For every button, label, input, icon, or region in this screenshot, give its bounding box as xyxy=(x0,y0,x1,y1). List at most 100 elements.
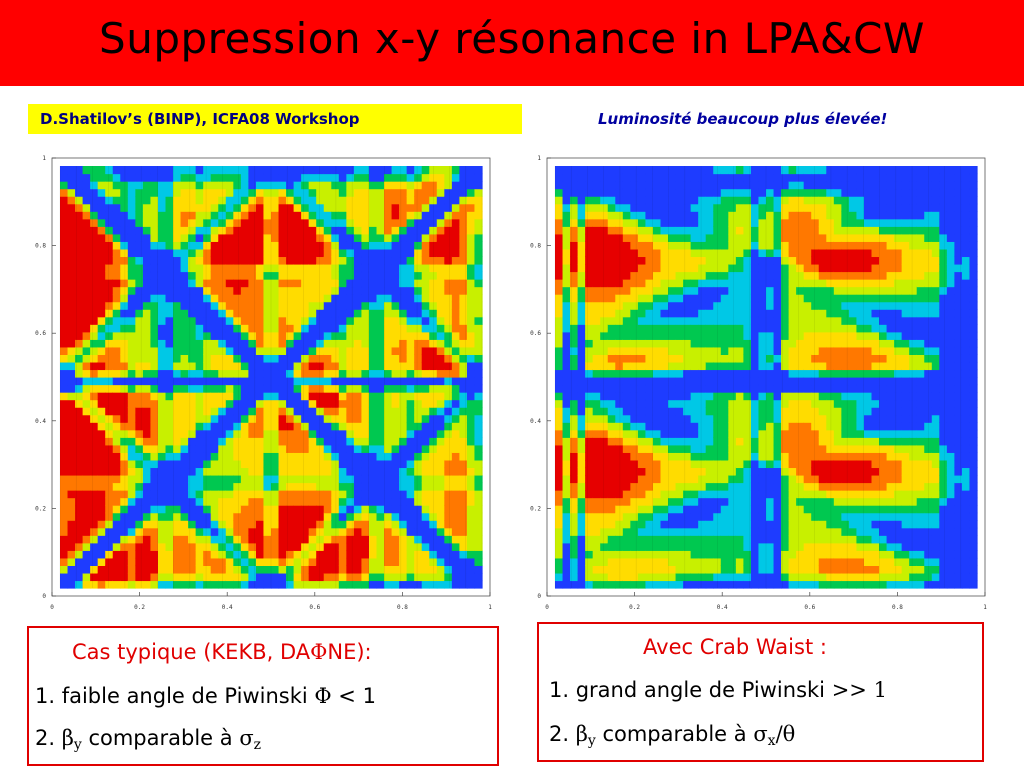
contour-cell xyxy=(562,196,571,205)
contour-cell xyxy=(690,369,699,378)
contour-cell xyxy=(135,407,144,416)
contour-cell xyxy=(660,444,669,453)
contour-cell xyxy=(180,399,189,408)
contour-cell xyxy=(562,414,571,423)
contour-cell xyxy=(135,414,144,423)
contour-cell xyxy=(637,369,647,378)
contour-cell xyxy=(391,218,400,227)
contour-cell xyxy=(353,324,363,333)
contour-cell xyxy=(788,271,797,280)
contour-cell xyxy=(173,474,182,484)
contour-cell xyxy=(758,294,767,303)
contour-cell xyxy=(67,309,76,318)
contour-cell xyxy=(188,331,197,340)
contour-cell xyxy=(384,316,393,325)
contour-cell xyxy=(75,550,84,559)
contour-cell xyxy=(788,482,797,491)
contour-cell xyxy=(361,339,370,348)
contour-cell xyxy=(429,392,438,401)
contour-cell xyxy=(316,248,325,258)
contour-cell xyxy=(286,422,295,431)
contour-cell xyxy=(112,241,121,250)
contour-cell xyxy=(630,535,639,544)
contour-cell xyxy=(112,256,121,265)
contour-cell xyxy=(577,226,586,235)
contour-cell xyxy=(675,497,684,506)
contour-cell xyxy=(60,414,69,423)
contour-cell xyxy=(637,437,647,446)
contour-cell xyxy=(75,196,84,205)
contour-cell xyxy=(788,437,797,446)
contour-cell xyxy=(600,550,609,559)
contour-cell xyxy=(421,542,430,551)
contour-cell xyxy=(615,414,624,423)
contour-cell xyxy=(451,226,460,235)
contour-cell xyxy=(675,203,684,212)
contour-cell xyxy=(607,271,616,280)
contour-cell xyxy=(218,572,227,582)
contour-cell xyxy=(758,218,767,227)
contour-cell xyxy=(271,316,280,325)
contour-cell xyxy=(735,467,744,476)
contour-cell xyxy=(607,188,616,197)
contour-cell xyxy=(301,181,310,190)
contour-cell xyxy=(255,203,265,212)
contour-cell xyxy=(713,181,722,190)
contour-cell xyxy=(135,490,144,499)
contour-cell xyxy=(384,331,393,340)
contour-cell xyxy=(683,294,692,303)
contour-cell xyxy=(743,339,752,348)
contour-cell xyxy=(743,452,752,461)
contour-cell xyxy=(368,263,378,273)
contour-cell xyxy=(645,444,654,453)
contour-cell xyxy=(361,452,370,461)
contour-cell xyxy=(263,346,272,355)
contour-cell xyxy=(361,377,370,386)
contour-cell xyxy=(630,565,639,574)
contour-cell xyxy=(210,512,219,521)
contour-cell xyxy=(451,181,460,190)
contour-cell xyxy=(429,542,438,551)
contour-cell xyxy=(675,226,684,235)
contour-cell xyxy=(331,294,340,303)
contour-cell xyxy=(67,535,76,544)
contour-cell xyxy=(210,369,219,378)
contour-cell xyxy=(600,572,609,582)
contour-cell xyxy=(150,301,159,310)
contour-cell xyxy=(157,346,167,355)
contour-cell xyxy=(421,429,430,438)
contour-cell xyxy=(286,437,295,446)
contour-cell xyxy=(622,384,631,393)
contour-cell xyxy=(766,166,775,175)
contour-cell xyxy=(218,452,227,461)
contour-cell xyxy=(278,452,287,461)
contour-cell xyxy=(188,166,197,175)
contour-cell xyxy=(555,512,564,521)
contour-cell xyxy=(150,271,159,280)
contour-cell xyxy=(331,354,340,363)
contour-cell xyxy=(660,392,669,401)
contour-cell xyxy=(135,346,144,355)
contour-cell xyxy=(637,331,647,340)
contour-cell xyxy=(135,203,144,212)
contour-cell xyxy=(773,166,782,175)
contour-cell xyxy=(338,271,347,280)
contour-cell xyxy=(690,557,699,566)
contour-cell xyxy=(622,482,631,491)
contour-cell xyxy=(406,316,415,325)
contour-cell xyxy=(82,316,91,325)
contour-cell xyxy=(743,188,752,197)
contour-cell xyxy=(316,429,325,438)
contour-cell xyxy=(570,226,579,235)
contour-cell xyxy=(399,324,408,333)
contour-cell xyxy=(615,520,624,529)
contour-cell xyxy=(278,263,287,273)
contour-cell xyxy=(233,414,242,423)
contour-cell xyxy=(698,399,707,408)
contour-cell xyxy=(796,565,805,574)
contour-cell xyxy=(301,377,310,386)
contour-cell xyxy=(97,580,106,589)
contour-cell xyxy=(466,392,476,401)
contour-cell xyxy=(157,286,167,295)
contour-cell xyxy=(668,331,677,340)
